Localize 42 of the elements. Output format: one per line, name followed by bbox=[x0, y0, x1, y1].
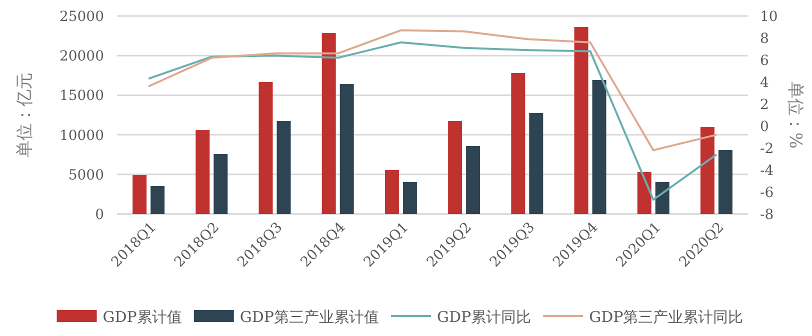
bar bbox=[511, 73, 526, 214]
y2-tick-label: 2 bbox=[760, 97, 769, 113]
legend-label: GDP第三产业累计值 bbox=[240, 308, 379, 326]
bar bbox=[132, 175, 147, 214]
y2-tick-label: -6 bbox=[760, 185, 774, 201]
y-tick-label: 15000 bbox=[59, 88, 104, 104]
y-tick-label: 25000 bbox=[59, 9, 104, 25]
y2-tick-label: 6 bbox=[760, 53, 769, 69]
bar bbox=[700, 127, 714, 214]
bar bbox=[214, 154, 228, 214]
y2-tick-label: -2 bbox=[760, 141, 774, 157]
bar bbox=[322, 33, 336, 214]
y-tick-label: 5000 bbox=[68, 167, 104, 184]
bar bbox=[196, 130, 210, 214]
bar bbox=[258, 82, 273, 214]
bar bbox=[402, 182, 417, 214]
y2-tick-label: -8 bbox=[760, 207, 774, 223]
y2-tick-label: 0 bbox=[760, 119, 769, 135]
bar bbox=[276, 121, 291, 214]
bar bbox=[448, 121, 462, 214]
bar bbox=[637, 172, 652, 214]
y2-tick-label: 10 bbox=[760, 9, 778, 25]
y-axis-title: 单位：亿元 bbox=[15, 72, 35, 158]
legend-label: GDP累计同比 bbox=[437, 308, 532, 326]
y2-tick-label: 8 bbox=[760, 31, 769, 47]
bar bbox=[384, 170, 399, 214]
y2-tick-label: 4 bbox=[760, 75, 769, 91]
y-tick-label: 0 bbox=[95, 207, 104, 223]
bar bbox=[340, 84, 354, 214]
bar bbox=[466, 146, 480, 214]
y-tick-label: 10000 bbox=[59, 128, 104, 144]
bar bbox=[718, 150, 732, 214]
legend-label: GDP第三产业累计同比 bbox=[589, 308, 744, 326]
bar bbox=[529, 113, 544, 214]
bar bbox=[574, 27, 588, 214]
y2-tick-label: -4 bbox=[760, 163, 774, 179]
y2-axis-title: 单位：% bbox=[785, 81, 805, 149]
y-tick-label: 20000 bbox=[59, 48, 104, 65]
bar bbox=[592, 80, 606, 214]
bar bbox=[150, 186, 165, 214]
legend-label: GDP累计值 bbox=[102, 308, 182, 326]
bar bbox=[655, 182, 670, 214]
